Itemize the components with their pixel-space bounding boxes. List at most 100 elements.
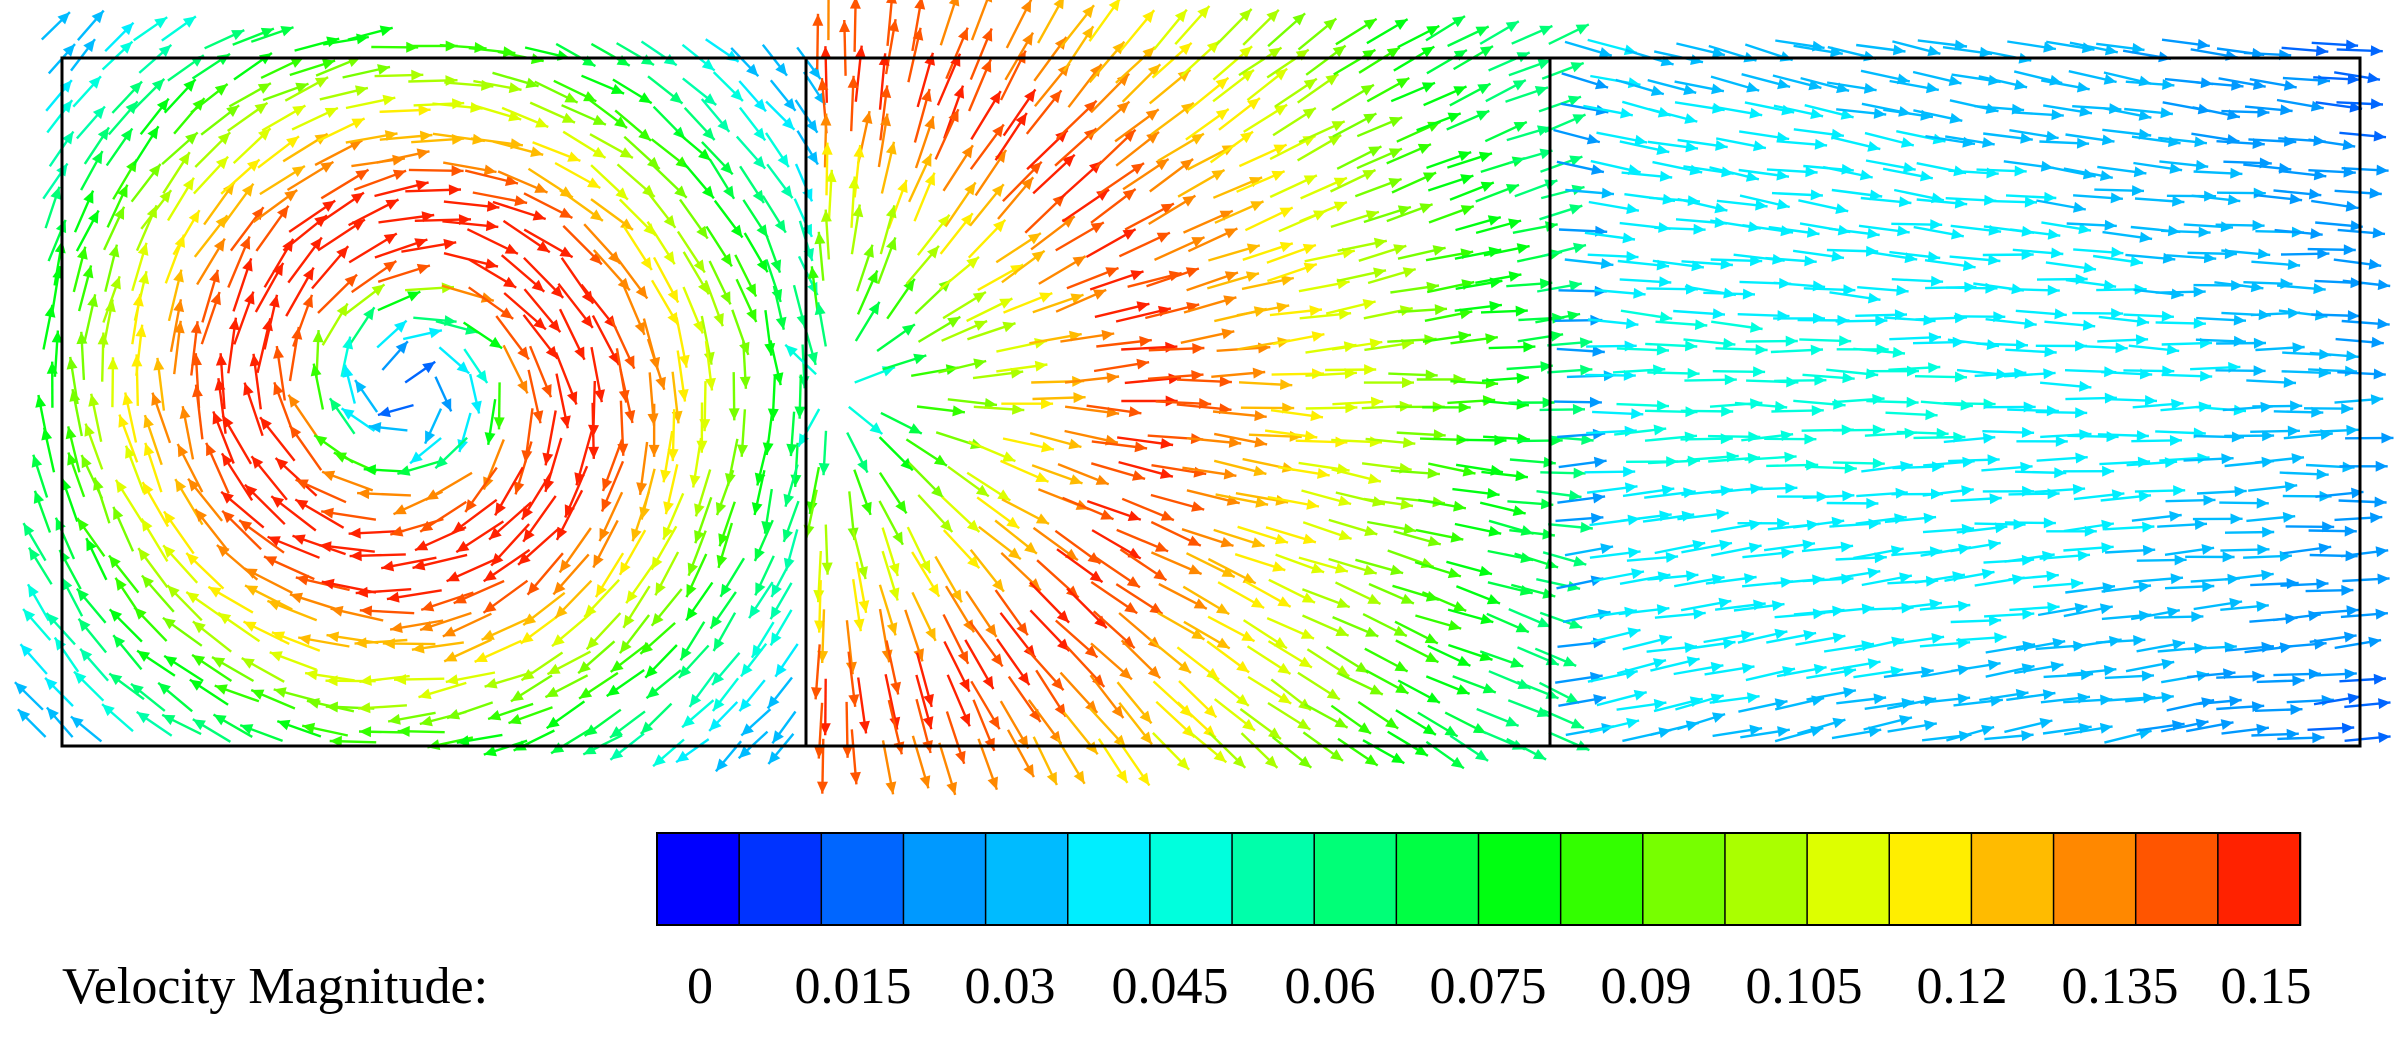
velocity-arrow-head xyxy=(2369,187,2382,199)
velocity-arrow-head xyxy=(592,114,606,125)
velocity-arrow-head xyxy=(1805,166,1818,178)
velocity-arrow-head xyxy=(1139,336,1152,347)
velocity-arrow-head xyxy=(922,716,934,730)
velocity-arrow-head xyxy=(382,94,396,106)
velocity-arrow-head xyxy=(354,637,367,649)
velocity-arrow-head xyxy=(698,148,711,161)
velocity-arrow-head xyxy=(247,159,260,172)
velocity-arrow-head xyxy=(900,457,913,471)
velocity-arrow-head xyxy=(2162,252,2176,264)
velocity-arrow-head xyxy=(807,151,818,165)
velocity-arrow-head xyxy=(33,490,45,504)
velocity-arrow-head xyxy=(923,693,934,707)
velocity-arrow-head xyxy=(2131,42,2145,54)
velocity-arrow-head xyxy=(1056,610,1070,623)
velocity-arrow-head xyxy=(1570,718,1584,729)
velocity-arrow-head xyxy=(1414,744,1428,756)
velocity-arrow-head xyxy=(406,41,419,53)
velocity-arrow-head xyxy=(1334,717,1348,728)
velocity-arrow-head xyxy=(1083,128,1097,141)
velocity-arrow-head xyxy=(29,547,40,561)
velocity-arrow-head xyxy=(2287,425,2300,437)
velocity-arrow-head xyxy=(849,771,861,785)
velocity-arrow-head xyxy=(1311,331,1325,342)
velocity-arrow-head xyxy=(392,154,405,166)
velocity-arrow-head xyxy=(1580,521,1593,533)
velocity-arrow-head xyxy=(640,641,653,654)
colorbar-bin xyxy=(2134,832,2220,926)
velocity-arrow-head xyxy=(653,754,666,767)
velocity-arrow-head xyxy=(1054,703,1066,717)
velocity-arrow-head xyxy=(108,244,120,258)
velocity-arrow-head xyxy=(693,259,705,273)
velocity-arrow-head xyxy=(1710,661,1724,673)
velocity-arrow-head xyxy=(215,353,227,366)
velocity-arrow-head xyxy=(377,64,390,75)
velocity-arrow-head xyxy=(88,210,99,224)
velocity-arrow-head xyxy=(289,592,303,604)
velocity-arrow-head xyxy=(83,39,95,53)
velocity-arrow-head xyxy=(1777,726,1790,737)
velocity-arrow-head xyxy=(1422,172,1437,183)
velocity-arrow-head xyxy=(1400,498,1413,510)
velocity-arrow-head xyxy=(302,722,316,734)
velocity-arrow-head xyxy=(61,577,73,591)
velocity-arrow-head xyxy=(1246,243,1260,255)
velocity-arrow-head xyxy=(239,236,251,250)
velocity-arrow-head xyxy=(1419,203,1433,214)
velocity-arrow-head xyxy=(410,451,423,464)
velocity-arrow-head xyxy=(1395,682,1409,694)
velocity-arrow-head xyxy=(1987,454,2000,466)
velocity-arrow-head xyxy=(1155,159,1169,171)
velocity-arrow-head xyxy=(1486,594,1500,605)
velocity-arrow-head xyxy=(1176,757,1190,770)
velocity-arrow-head xyxy=(2101,542,2114,554)
velocity-arrow-head xyxy=(702,185,714,199)
velocity-arrow-head xyxy=(2131,185,2144,197)
velocity-arrow-head xyxy=(1015,113,1027,126)
velocity-arrow-head xyxy=(46,613,59,626)
velocity-arrow-head xyxy=(2101,519,2114,531)
velocity-arrow-head xyxy=(1923,512,1937,524)
velocity-arrow-head xyxy=(1447,567,1461,579)
velocity-arrow-head xyxy=(333,452,347,463)
colorbar-bin xyxy=(984,832,1069,926)
velocity-arrow-head xyxy=(23,523,35,537)
velocity-arrow-head xyxy=(1785,335,1798,347)
velocity-arrow-head xyxy=(1961,485,1974,497)
velocity-arrow-head xyxy=(355,380,367,394)
velocity-arrow-head xyxy=(173,320,185,334)
velocity-arrow-head xyxy=(2347,693,2361,704)
velocity-arrow-head xyxy=(798,433,810,447)
velocity-arrow-head xyxy=(1869,189,1883,201)
velocity-arrow-head xyxy=(1213,750,1227,763)
velocity-arrow-head xyxy=(185,132,198,145)
velocity-arrow-head xyxy=(1589,396,1602,408)
velocity-arrow-head xyxy=(680,647,692,661)
velocity-arrow-head xyxy=(1485,333,1498,345)
velocity-arrow-head xyxy=(730,88,743,101)
velocity-arrow-head xyxy=(957,650,969,664)
velocity-arrow-head xyxy=(1020,0,1032,13)
velocity-arrow-head xyxy=(46,707,59,721)
velocity-arrow-head xyxy=(663,53,677,66)
velocity-arrow-head xyxy=(676,750,690,763)
velocity-arrow-head xyxy=(1012,403,1025,415)
velocity-arrow-head xyxy=(1010,367,1024,379)
velocity-arrow-head xyxy=(397,465,411,476)
velocity-arrow-head xyxy=(418,688,432,700)
velocity-arrow-head xyxy=(782,528,793,542)
velocity-arrow-head xyxy=(2252,670,2265,682)
velocity-arrow-head xyxy=(451,165,464,177)
velocity-arrow-head xyxy=(1054,37,1067,50)
velocity-arrow-head xyxy=(1623,466,1636,478)
velocity-arrow-head xyxy=(702,127,715,140)
velocity-arrow-head xyxy=(1191,501,1205,512)
velocity-arrow-head xyxy=(925,627,936,641)
velocity-arrow-head xyxy=(696,225,708,239)
velocity-arrow-head xyxy=(1843,687,1856,698)
velocity-arrow-head xyxy=(272,262,284,277)
velocity-arrow-head xyxy=(1223,295,1237,306)
velocity-arrow-head xyxy=(357,488,370,500)
velocity-arrow-head xyxy=(2283,376,2296,388)
